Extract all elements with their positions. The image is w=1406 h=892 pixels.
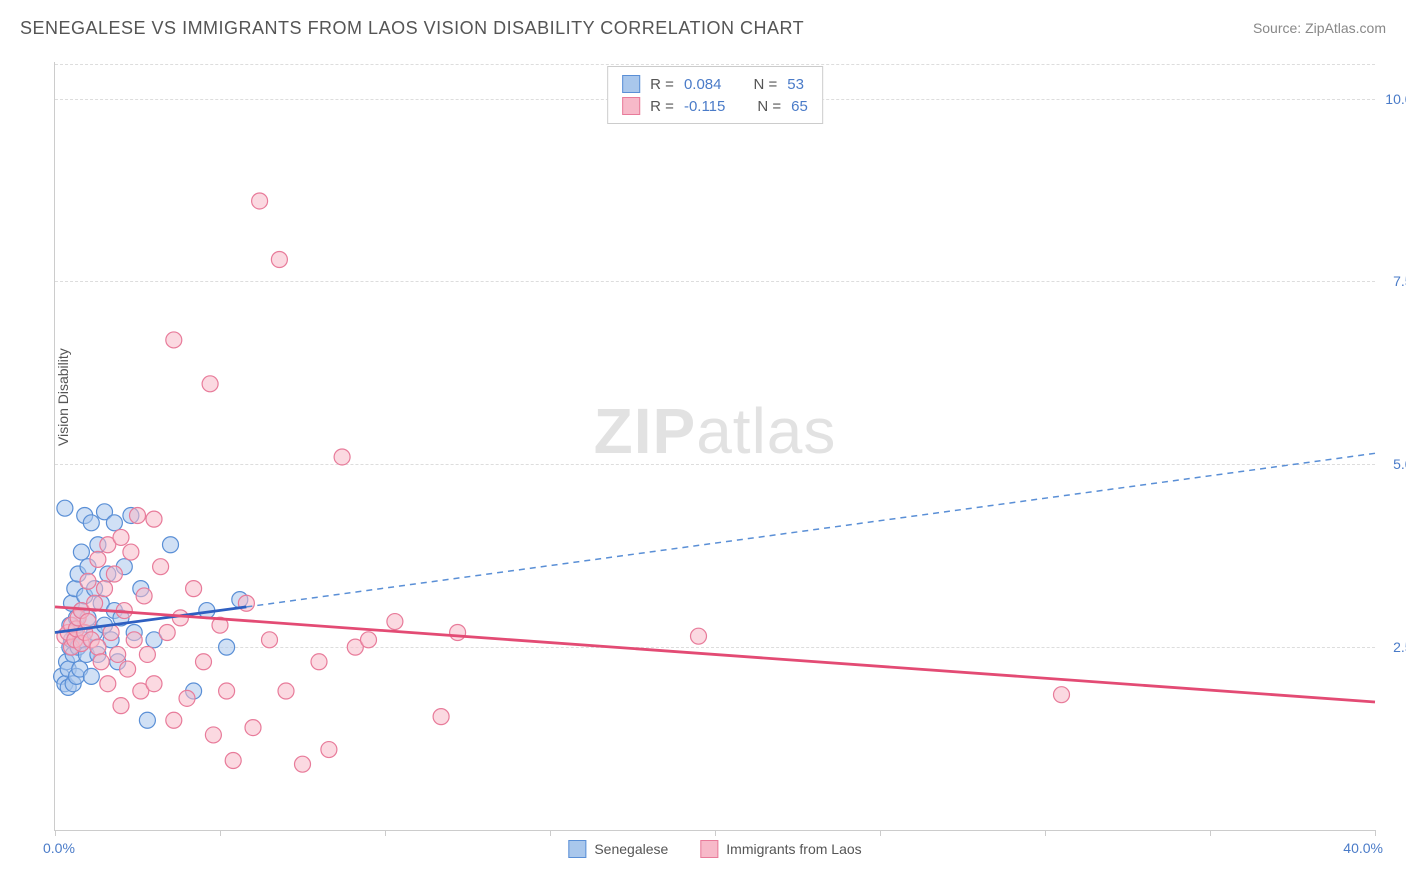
x-tick bbox=[715, 830, 716, 836]
stats-n2: 65 bbox=[791, 98, 808, 115]
x-max-label: 40.0% bbox=[1343, 840, 1383, 856]
stats-row-2: R = -0.115 N = 65 bbox=[622, 95, 808, 117]
y-tick-label: 7.5% bbox=[1381, 273, 1406, 289]
x-origin-label: 0.0% bbox=[43, 840, 75, 856]
x-tick bbox=[1045, 830, 1046, 836]
x-tick bbox=[1210, 830, 1211, 836]
swatch-series1 bbox=[622, 75, 640, 93]
stats-box: R = 0.084 N = 53 R = -0.115 N = 65 bbox=[607, 66, 823, 124]
x-tick bbox=[880, 830, 881, 836]
source-label: Source: ZipAtlas.com bbox=[1253, 20, 1386, 36]
x-tick bbox=[220, 830, 221, 836]
stats-row-1: R = 0.084 N = 53 bbox=[622, 73, 808, 95]
chart-title: SENEGALESE VS IMMIGRANTS FROM LAOS VISIO… bbox=[20, 18, 804, 39]
stats-n-label2: N = bbox=[757, 98, 781, 115]
plot-area: Vision Disability 2.5%5.0%7.5%10.0% ZIPa… bbox=[54, 62, 1375, 831]
stats-r1: 0.084 bbox=[684, 76, 722, 93]
x-tick bbox=[1375, 830, 1376, 836]
stats-r2: -0.115 bbox=[684, 98, 725, 115]
legend-item-2: Immigrants from Laos bbox=[700, 840, 861, 858]
stats-r-label: R = bbox=[650, 76, 674, 93]
legend-swatch-1 bbox=[568, 840, 586, 858]
legend-item-1: Senegalese bbox=[568, 840, 668, 858]
stats-n1: 53 bbox=[787, 76, 804, 93]
x-tick bbox=[55, 830, 56, 836]
y-tick-label: 10.0% bbox=[1381, 91, 1406, 107]
y-tick-label: 2.5% bbox=[1381, 639, 1406, 655]
legend-swatch-2 bbox=[700, 840, 718, 858]
legend-label-2: Immigrants from Laos bbox=[726, 841, 861, 857]
legend-bottom: Senegalese Immigrants from Laos bbox=[568, 840, 861, 858]
swatch-series2 bbox=[622, 97, 640, 115]
stats-n-label: N = bbox=[753, 76, 777, 93]
x-tick bbox=[550, 830, 551, 836]
x-tick bbox=[385, 830, 386, 836]
legend-label-1: Senegalese bbox=[594, 841, 668, 857]
scatter-svg bbox=[55, 62, 1375, 830]
stats-r-label2: R = bbox=[650, 98, 674, 115]
y-tick-label: 5.0% bbox=[1381, 456, 1406, 472]
